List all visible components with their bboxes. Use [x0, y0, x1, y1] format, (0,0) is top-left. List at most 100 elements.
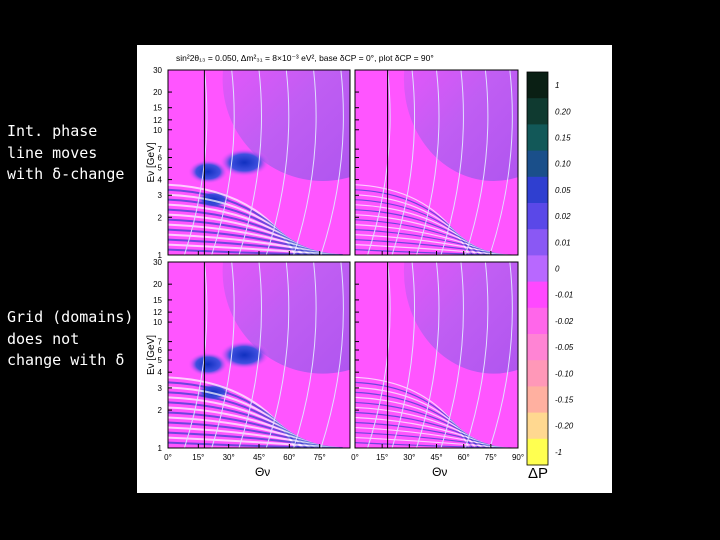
note-1: Int. phase line moves with δ-change [7, 121, 124, 186]
y-tick-label: 7 [158, 338, 163, 347]
domain-line [440, 70, 464, 255]
colorbar-label: 0.10 [555, 160, 571, 169]
y-tick-label: 1 [158, 251, 163, 260]
colorbar-bin [527, 176, 548, 204]
note-line: Grid (domains) [7, 308, 134, 326]
y-tick-label: 4 [158, 176, 163, 185]
domain-line [416, 70, 440, 255]
y-axis-label: Eν [GeV] [146, 142, 157, 182]
domain-line [489, 262, 513, 448]
blob [188, 159, 229, 184]
y-tick-label: 15 [153, 296, 162, 305]
x-tick-label: 30° [223, 453, 235, 462]
fringe [355, 436, 509, 448]
y-tick-label: 7 [158, 145, 163, 154]
colorbar-label: -0.15 [555, 396, 574, 405]
y-tick-label: 6 [158, 154, 163, 163]
colorbar-bin [527, 412, 548, 440]
colorbar-bin [527, 334, 548, 361]
colorbar-label: 0.01 [555, 238, 571, 247]
y-tick-label: 5 [158, 163, 163, 172]
domain-line [238, 70, 262, 255]
y-tick-label: 30 [153, 66, 162, 75]
y-tick-label: 2 [158, 213, 163, 222]
band [403, 262, 518, 374]
y-tick-label: 12 [153, 116, 162, 125]
blob [188, 352, 229, 377]
x-tick-label: 60° [283, 453, 295, 462]
x-tick-label: 90° [512, 453, 524, 462]
panel-plot [355, 70, 518, 255]
domain-line [293, 262, 317, 448]
colorbar-label: -1 [555, 448, 562, 457]
colorbar-title: ΔP [528, 465, 548, 482]
domain-line [391, 262, 415, 448]
colorbar-bin [527, 98, 548, 125]
domain-line [489, 70, 513, 255]
note-2: Grid (domains) does not change with δ [7, 307, 133, 372]
panel-plot [168, 70, 350, 255]
y-tick-label: 2 [158, 406, 163, 415]
note-line: does not [7, 329, 80, 348]
y-tick-label: 12 [153, 308, 162, 317]
colorbar-bin [527, 281, 548, 309]
y-tick-label: 10 [153, 318, 162, 327]
colorbar-label: -0.01 [555, 291, 573, 300]
band [403, 70, 518, 181]
y-tick-label: 20 [153, 280, 162, 289]
colorbar-bin [527, 360, 548, 387]
note-line: change with δ [7, 351, 125, 369]
y-tick-label: 30 [153, 258, 162, 267]
colorbar-label: 0.15 [555, 134, 571, 143]
panel: 0° 15° 30° 45° 60° 75° 90° Θν [351, 261, 524, 479]
domain-line [440, 262, 464, 448]
domain-line [265, 70, 290, 255]
fringe [355, 244, 509, 255]
domain-line [293, 70, 317, 255]
note-line: with δ-change [7, 165, 125, 183]
colorbar-bin [527, 229, 548, 256]
y-tick-label: 3 [158, 384, 163, 393]
domain-line [211, 70, 235, 255]
colorbar-bin [527, 255, 548, 283]
colorbar-label: -0.10 [555, 369, 574, 378]
colorbar-bin [527, 307, 548, 335]
panel-plot [355, 262, 518, 448]
x-tick-label: 15° [376, 453, 388, 462]
domain-line [238, 262, 262, 448]
domain-line [320, 262, 344, 448]
y-tick-label: 4 [158, 368, 163, 377]
panel [354, 69, 519, 256]
colorbar-bin [527, 203, 548, 230]
colorbar-bin [527, 72, 548, 99]
domain-line [464, 262, 489, 448]
x-tick-label: 45° [253, 453, 265, 462]
x-tick-label: 15° [192, 453, 204, 462]
colorbar-label: -0.02 [555, 317, 574, 326]
x-axis-label: Θν [432, 465, 447, 479]
panel-plot [168, 262, 350, 448]
x-axis-label: Θν [255, 465, 270, 479]
colorbar-bin [527, 124, 548, 152]
note-line: Int. phase [7, 122, 98, 140]
y-tick-label: 5 [158, 356, 163, 365]
x-tick-label: 30° [403, 453, 415, 462]
note-line: line moves [7, 143, 98, 162]
y-axis-label: Eν [GeV] [146, 335, 157, 375]
fringe [355, 431, 506, 448]
colorbar-frame [526, 71, 549, 466]
colorbar-label: 1 [555, 81, 559, 90]
domain-line [320, 70, 344, 255]
x-tick-label: 60° [458, 453, 470, 462]
x-tick-label: 0° [351, 453, 359, 462]
colorbar-label: 0.05 [555, 186, 571, 195]
y-tick-label: 1 [158, 444, 163, 453]
y-tick-label: 6 [158, 346, 163, 355]
colorbar-bin [527, 386, 548, 414]
domain-line [265, 262, 290, 448]
colorbar-label: 0 [555, 265, 560, 274]
domain-line [416, 262, 440, 448]
